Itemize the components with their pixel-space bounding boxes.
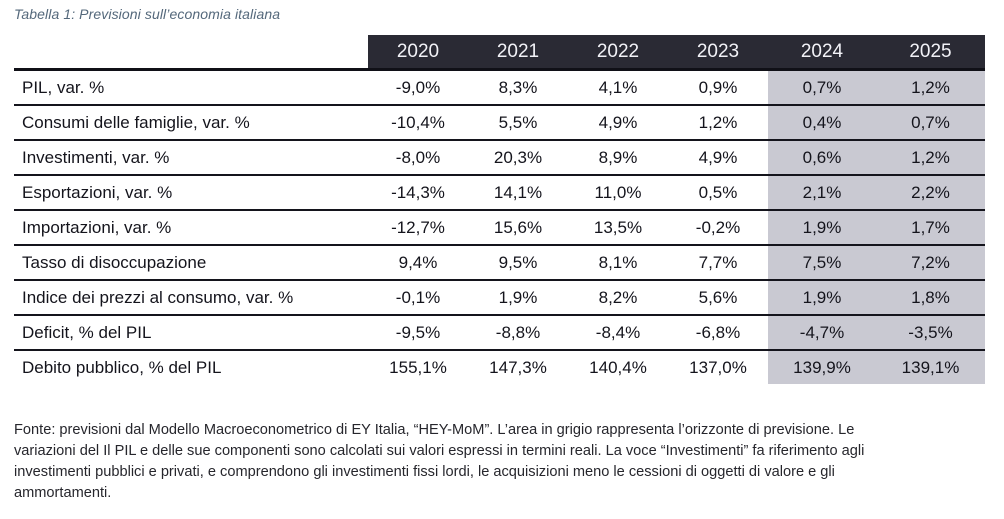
cell-value: -12,7% — [368, 210, 468, 246]
cell-value: 4,9% — [568, 105, 668, 141]
cell-value: -9,5% — [368, 315, 468, 351]
table-row: Deficit, % del PIL -9,5% -8,8% -8,4% -6,… — [14, 315, 985, 351]
cell-value-forecast: 0,4% — [768, 105, 876, 141]
cell-value: 147,3% — [489, 357, 547, 377]
cell-value: 9,4% — [368, 245, 468, 281]
column-header-2020: 2020 — [368, 35, 468, 71]
cell-value-forecast: 7,2% — [876, 245, 985, 281]
cell-value-forecast: 139,9% — [768, 350, 876, 384]
cell-value: 15,6% — [468, 210, 568, 246]
cell-value: -0,1% — [368, 280, 468, 316]
row-label: Importazioni, var. % — [14, 210, 368, 246]
cell-value: -0,2% — [668, 210, 768, 246]
cell-value: 14,1% — [468, 175, 568, 211]
cell-value-forecast: 2,1% — [768, 175, 876, 211]
cell-value: 8,1% — [568, 245, 668, 281]
table-row: Importazioni, var. % -12,7% 15,6% 13,5% … — [14, 210, 985, 246]
cell-value: -8,8% — [468, 315, 568, 351]
row-label: Investimenti, var. % — [14, 140, 368, 176]
cell-value: 1,2% — [668, 105, 768, 141]
table-header-row: 2020 2021 2022 2023 2024 2025 — [14, 35, 985, 71]
footnote-line: ammortamenti. — [14, 485, 112, 501]
row-label: Tasso di disoccupazione — [14, 245, 368, 281]
table-row: Indice dei prezzi al consumo, var. % -0,… — [14, 280, 985, 316]
column-header-2023: 2023 — [668, 35, 768, 71]
cell-value-forecast: 1,2% — [876, 69, 985, 106]
table-row: Investimenti, var. % -8,0% 20,3% 8,9% 4,… — [14, 140, 985, 176]
column-header-2021: 2021 — [468, 35, 568, 71]
cell-value-forecast: 1,8% — [876, 280, 985, 316]
header-corner-cell — [14, 35, 368, 71]
cell-value: -8,0% — [368, 140, 468, 176]
cell-value: 8,9% — [568, 140, 668, 176]
cell-value: 140,4% — [589, 357, 647, 377]
row-label: Deficit, % del PIL — [14, 315, 368, 351]
source-footnote: Fonte: previsioni dal Modello Macroecono… — [14, 420, 990, 504]
cell-value-forecast: 139,1% — [876, 350, 985, 384]
cell-value: 0,9% — [668, 69, 768, 106]
cell-value: -10,4% — [368, 105, 468, 141]
cell-value-forecast: 1,9% — [768, 280, 876, 316]
cell-value: 13,5% — [568, 210, 668, 246]
cell-value: 11,0% — [568, 175, 668, 211]
cell-value-forecast: 1,7% — [876, 210, 985, 246]
cell-value: 5,6% — [668, 280, 768, 316]
cell-value: 7,7% — [668, 245, 768, 281]
cell-value: 155,1% — [389, 357, 447, 377]
column-header-2025: 2025 — [876, 35, 985, 71]
cell-value: 8,3% — [468, 69, 568, 106]
row-label: Debito pubblico, % del PIL — [22, 357, 222, 377]
cell-value: -6,8% — [668, 315, 768, 351]
cell-value-forecast: 0,7% — [876, 105, 985, 141]
table-row: Consumi delle famiglie, var. % -10,4% 5,… — [14, 105, 985, 141]
table-row: Debito pubblico, % del PIL 155,1% 147,3%… — [14, 350, 985, 384]
cell-value-forecast: -3,5% — [876, 315, 985, 351]
cell-value-forecast: 0,6% — [768, 140, 876, 176]
table-row: PIL, var. % -9,0% 8,3% 4,1% 0,9% 0,7% 1,… — [14, 69, 985, 106]
cell-value-forecast: 1,2% — [876, 140, 985, 176]
footnote-line: investimenti pubblici e privati, e compr… — [14, 464, 835, 480]
cell-value-forecast: 1,9% — [768, 210, 876, 246]
column-header-2024: 2024 — [768, 35, 876, 71]
cell-value: -9,0% — [368, 69, 468, 106]
cell-value: 137,0% — [689, 357, 747, 377]
cell-value: 20,3% — [468, 140, 568, 176]
cell-value-forecast: -4,7% — [768, 315, 876, 351]
footnote-line: variazioni del Il PIL e delle sue compon… — [14, 443, 865, 459]
cell-value-forecast: 2,2% — [876, 175, 985, 211]
column-header-2022: 2022 — [568, 35, 668, 71]
economic-forecast-table: 2020 2021 2022 2023 2024 2025 PIL, var. … — [14, 35, 985, 384]
cell-value: 1,9% — [468, 280, 568, 316]
row-label: PIL, var. % — [14, 69, 368, 106]
row-label: Indice dei prezzi al consumo, var. % — [14, 280, 368, 316]
cell-value: 4,1% — [568, 69, 668, 106]
cell-value: 5,5% — [468, 105, 568, 141]
table-row: Tasso di disoccupazione 9,4% 9,5% 8,1% 7… — [14, 245, 985, 281]
cell-value: 4,9% — [668, 140, 768, 176]
cell-value: 8,2% — [568, 280, 668, 316]
cell-value: -14,3% — [368, 175, 468, 211]
row-label: Consumi delle famiglie, var. % — [14, 105, 368, 141]
table-row: Esportazioni, var. % -14,3% 14,1% 11,0% … — [14, 175, 985, 211]
table-caption: Tabella 1: Previsioni sull’economia ital… — [14, 6, 281, 22]
cell-value-forecast: 7,5% — [768, 245, 876, 281]
row-label: Esportazioni, var. % — [14, 175, 368, 211]
cell-value: 0,5% — [668, 175, 768, 211]
cell-value-forecast: 0,7% — [768, 69, 876, 106]
footnote-line: Fonte: previsioni dal Modello Macroecono… — [14, 422, 855, 438]
cell-value: -8,4% — [568, 315, 668, 351]
cell-value: 9,5% — [468, 245, 568, 281]
